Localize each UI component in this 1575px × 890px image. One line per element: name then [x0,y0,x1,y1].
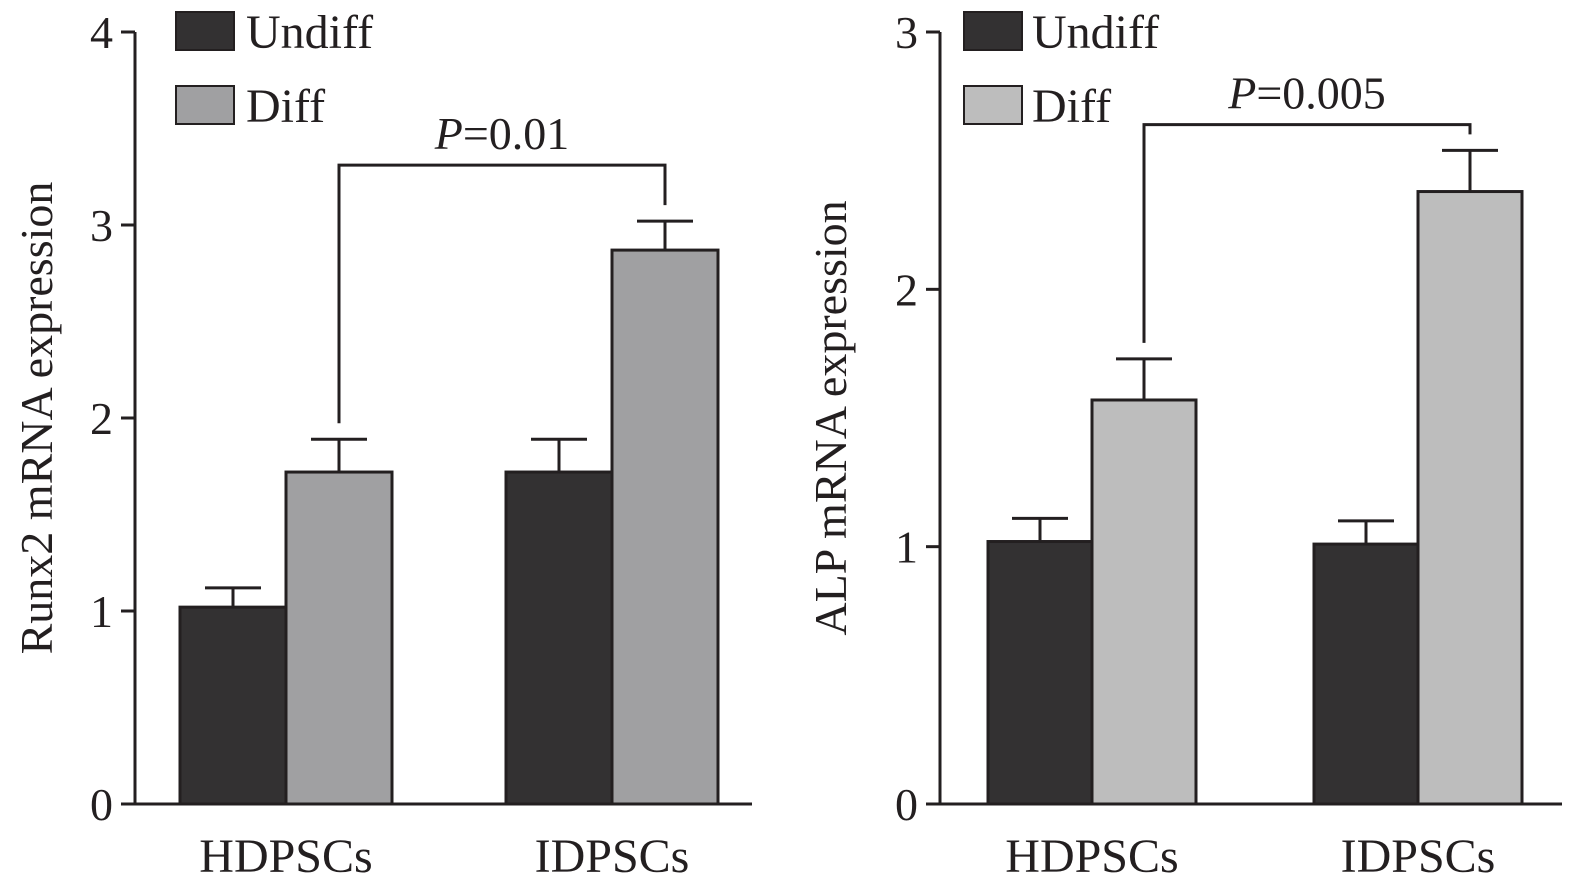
legend-swatch-undiff [963,11,1023,51]
significance-bracket [1142,123,1472,343]
legend: Undiff Diff [175,6,373,133]
bar-diff-hdpscs [284,470,394,806]
y-ticks: 0 1 2 3 4 [90,7,135,830]
y-tick-label: 4 [90,7,113,58]
p-value: =0.005 [1256,68,1385,119]
category-label: IDPSCs [1341,830,1496,883]
legend-label-undiff: Undiff [246,6,373,59]
alp-chart: ALP mRNA expression 0 1 2 3 HDPSCs IDPSCs P=… [805,6,1562,883]
p-value-annotation: P=0.01 [434,108,570,159]
category-label: HDPSCs [199,830,372,883]
bar-undiff-idpscs [1312,542,1420,806]
bar-undiff-hdpscs [986,540,1094,806]
y-tick-label: 3 [90,200,113,251]
runx2-chart: Runx2 mRNA expression 0 1 2 3 4 HDPSCs IDPSCs… [11,6,752,883]
bracket-line [1142,123,1472,343]
y-tick-label: 1 [895,522,918,573]
category-labels: HDPSCs IDPSCs [1005,830,1495,883]
legend-swatch-diff [175,85,235,125]
category-label: IDPSCs [535,830,690,883]
y-tick-label: 0 [895,779,918,830]
bar-diff-hdpscs [1090,398,1198,806]
y-ticks: 0 1 2 3 [895,7,940,830]
bar-diff-idpscs [610,248,720,806]
category-label: HDPSCs [1005,830,1178,883]
p-symbol: P [1227,68,1256,119]
legend-swatch-diff [963,85,1023,125]
y-axis-title: Runx2 mRNA expression [11,182,62,655]
bars [178,248,720,806]
y-tick-label: 2 [90,393,113,444]
y-tick-label: 3 [895,7,918,58]
legend-label-diff: Diff [246,80,325,133]
legend-label-undiff: Undiff [1032,6,1159,59]
legend-swatch-undiff [175,11,235,51]
error-bars [205,219,693,608]
p-value-annotation: P=0.005 [1227,68,1386,119]
legend-label-diff: Diff [1032,80,1111,133]
bar-undiff-idpscs [504,470,614,806]
bars [986,190,1524,806]
y-tick-label: 0 [90,779,113,830]
bar-undiff-hdpscs [178,605,288,806]
significance-bracket [337,163,667,424]
y-tick-label: 1 [90,586,113,637]
y-tick-label: 2 [895,264,918,315]
y-axis-title: ALP mRNA expression [805,200,856,635]
category-labels: HDPSCs IDPSCs [199,830,689,883]
bar-diff-idpscs [1416,190,1524,806]
error-bars [1012,148,1498,545]
p-symbol: P [434,108,463,159]
p-value: =0.01 [463,108,569,159]
legend: Undiff Diff [963,6,1159,133]
bracket-line [337,163,667,424]
